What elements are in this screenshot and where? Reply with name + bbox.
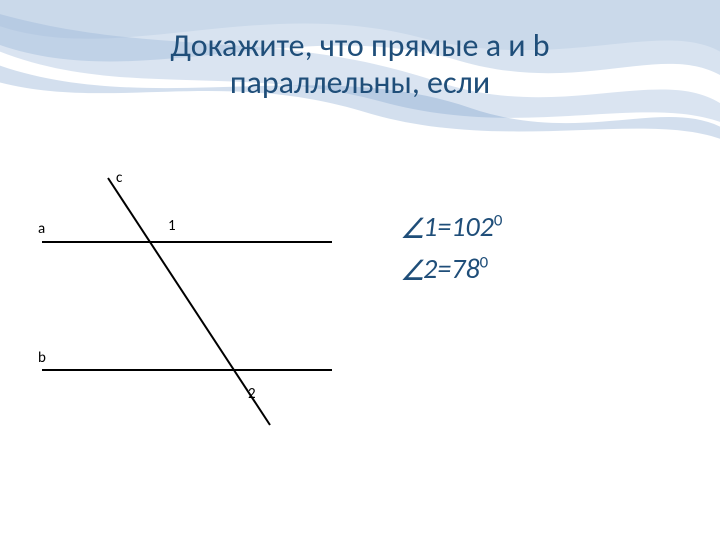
page-title: Докажите, что прямые a и b параллельны, … [0,28,720,102]
angle-label-1: 1 [168,217,176,235]
angle-values: ∠1=1020 ∠2=780 [400,210,502,293]
label-b: b [38,349,46,367]
label-a: a [38,220,45,238]
angle-1-row: ∠1=1020 [400,210,502,244]
angle-symbol-icon: ∠ [400,212,425,246]
line-c [108,178,270,425]
angle-2-unit: 0 [480,251,489,272]
angle-2-row: ∠2=780 [400,252,502,286]
title-line-2: параллельны, если [0,65,720,102]
angle-label-2: 2 [248,385,256,403]
angle-2-num: 2 [423,251,437,286]
angle-2-val: 78 [451,251,479,286]
geometry-diagram: a b c 1 2 [20,165,360,445]
label-c: c [116,169,123,187]
angle-1-num: 1 [423,209,437,244]
angle-1-val: 102 [451,209,494,244]
angle-symbol-icon: ∠ [400,254,425,288]
title-line-1: Докажите, что прямые a и b [0,28,720,65]
angle-1-unit: 0 [494,210,503,231]
